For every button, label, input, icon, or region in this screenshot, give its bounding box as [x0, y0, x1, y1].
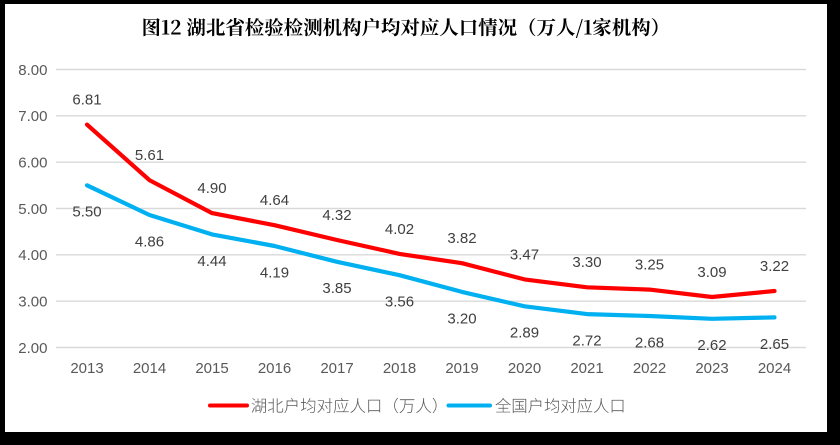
svg-text:3.25: 3.25 — [635, 257, 664, 274]
svg-text:4.44: 4.44 — [197, 253, 226, 270]
svg-text:3.00: 3.00 — [18, 294, 47, 311]
svg-text:2013: 2013 — [70, 360, 103, 377]
svg-text:2.89: 2.89 — [510, 325, 539, 342]
svg-text:2015: 2015 — [195, 360, 228, 377]
svg-text:3.22: 3.22 — [760, 258, 789, 275]
svg-text:3.85: 3.85 — [322, 280, 351, 297]
svg-text:3.30: 3.30 — [572, 254, 601, 271]
svg-text:4.90: 4.90 — [197, 180, 226, 197]
svg-text:2.72: 2.72 — [572, 333, 601, 350]
svg-text:4.86: 4.86 — [135, 233, 164, 250]
svg-text:2019: 2019 — [445, 360, 478, 377]
svg-text:2024: 2024 — [758, 360, 791, 377]
svg-text:2014: 2014 — [133, 360, 166, 377]
svg-text:3.47: 3.47 — [510, 246, 539, 263]
svg-text:8.00: 8.00 — [18, 62, 47, 79]
svg-text:2.65: 2.65 — [760, 336, 789, 353]
svg-text:2.00: 2.00 — [18, 340, 47, 357]
svg-text:2021: 2021 — [570, 360, 603, 377]
svg-text:4.02: 4.02 — [385, 221, 414, 238]
svg-text:2018: 2018 — [383, 360, 416, 377]
svg-text:3.20: 3.20 — [447, 310, 476, 327]
svg-text:3.56: 3.56 — [385, 294, 414, 311]
svg-text:2.62: 2.62 — [697, 337, 726, 354]
svg-text:3.09: 3.09 — [697, 264, 726, 281]
svg-text:5.61: 5.61 — [135, 147, 164, 164]
svg-text:6.00: 6.00 — [18, 155, 47, 172]
svg-text:2017: 2017 — [320, 360, 353, 377]
svg-text:3.82: 3.82 — [447, 230, 476, 247]
svg-text:4.19: 4.19 — [260, 264, 289, 281]
svg-text:4.64: 4.64 — [260, 192, 289, 209]
svg-text:4.32: 4.32 — [322, 207, 351, 224]
svg-text:2016: 2016 — [258, 360, 291, 377]
svg-text:6.81: 6.81 — [72, 92, 101, 109]
svg-text:2022: 2022 — [633, 360, 666, 377]
svg-text:2023: 2023 — [695, 360, 728, 377]
svg-text:5.50: 5.50 — [72, 204, 101, 221]
svg-text:5.00: 5.00 — [18, 201, 47, 218]
svg-text:2.68: 2.68 — [635, 334, 664, 351]
svg-text:2020: 2020 — [508, 360, 541, 377]
svg-text:4.00: 4.00 — [18, 247, 47, 264]
svg-text:7.00: 7.00 — [18, 108, 47, 125]
